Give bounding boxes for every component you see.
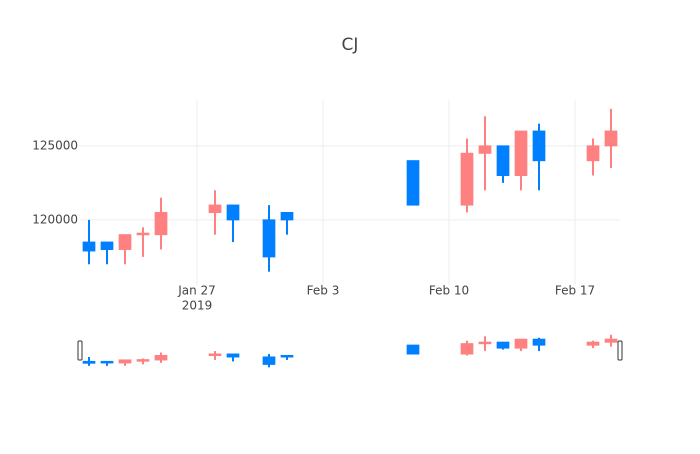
x-tick-label: Feb 3	[307, 284, 340, 298]
slider-candle-body	[496, 341, 510, 349]
slider-candle-body	[406, 344, 420, 355]
x-tick-label: 2019	[182, 299, 213, 313]
candle-body	[406, 160, 420, 206]
candle-body	[478, 145, 492, 154]
slider-candle-body	[532, 338, 546, 346]
slider-candle-body	[514, 338, 528, 349]
chart-title: CJ	[342, 35, 359, 55]
candle-body	[154, 211, 168, 236]
candle-body	[136, 232, 150, 236]
candle-body	[496, 145, 510, 176]
slider-candle-body	[586, 341, 600, 346]
slider-candle-body	[154, 354, 168, 361]
slider-candle-body	[460, 343, 474, 355]
slider-candle-body	[82, 360, 96, 364]
candle-body	[262, 219, 276, 258]
slider-candle-body	[262, 356, 276, 365]
slider-candle-body	[478, 341, 492, 345]
slider-candle-body	[100, 360, 114, 364]
slider-candle-body	[604, 338, 618, 343]
y-tick-label: 120000	[32, 212, 78, 226]
candle-body	[532, 130, 546, 162]
range-handle[interactable]	[77, 340, 83, 361]
x-tick-label: Feb 17	[555, 284, 595, 298]
candle-body	[280, 211, 294, 221]
x-tick-label: Jan 27	[177, 284, 216, 298]
candle-body	[604, 130, 618, 147]
slider-candle-body	[136, 359, 150, 362]
candle-body	[82, 241, 96, 252]
candle-body	[118, 234, 132, 250]
candle-body	[208, 204, 222, 213]
candle-body	[460, 152, 474, 206]
slider-candle-body	[226, 353, 240, 358]
slider-candle-body	[280, 354, 294, 358]
x-tick-label: Feb 10	[429, 284, 469, 298]
slider-candle-body	[118, 359, 132, 364]
candle-body	[100, 241, 114, 250]
candle-body	[586, 145, 600, 162]
y-tick-label: 125000	[32, 138, 78, 152]
slider-candle-body	[208, 353, 222, 357]
range-handle[interactable]	[617, 340, 623, 361]
candle-body	[514, 130, 528, 176]
candle-body	[226, 204, 240, 221]
